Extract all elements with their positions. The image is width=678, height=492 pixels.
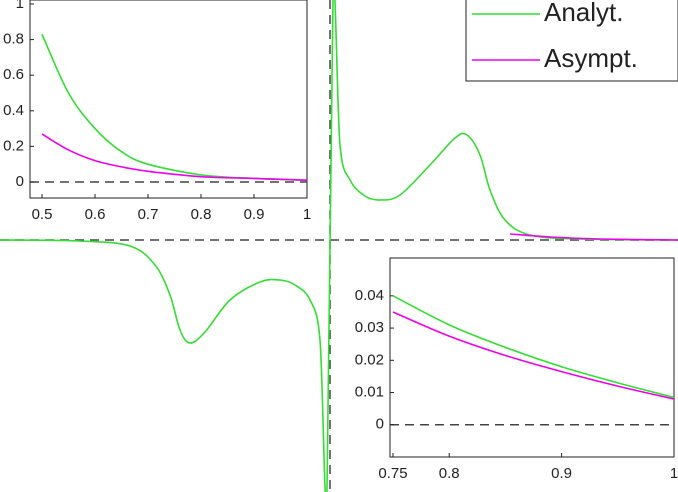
y-tick-label: 0 bbox=[376, 416, 384, 433]
y-tick-label: 1 bbox=[16, 0, 24, 12]
legend-label: Asympt. bbox=[544, 43, 638, 73]
y-tick-label: 0.4 bbox=[3, 102, 24, 119]
line-series bbox=[41, 133, 307, 182]
y-tick-label: 0.04 bbox=[355, 287, 384, 304]
x-tick-label: 0.75 bbox=[378, 465, 407, 482]
inset-frame bbox=[29, 0, 308, 199]
x-tick-label: 0.9 bbox=[551, 465, 572, 482]
x-tick-label: 1 bbox=[303, 206, 311, 223]
x-tick-label: 0.7 bbox=[138, 206, 159, 223]
x-tick-label: 0.8 bbox=[439, 465, 460, 482]
legend-label: Analyt. bbox=[544, 0, 624, 27]
y-tick-label: 0.2 bbox=[3, 137, 24, 154]
line-series bbox=[392, 311, 674, 400]
y-tick-label: 0.6 bbox=[3, 66, 24, 83]
y-tick-label: 0.8 bbox=[3, 31, 24, 48]
x-tick-label: 1 bbox=[670, 465, 678, 482]
y-tick-label: 0.03 bbox=[355, 319, 384, 336]
line-series bbox=[392, 295, 674, 399]
x-tick-label: 0.8 bbox=[191, 206, 212, 223]
line-series bbox=[509, 233, 678, 241]
x-tick-label: 0.9 bbox=[244, 206, 265, 223]
x-tick-label: 0.6 bbox=[85, 206, 106, 223]
y-tick-label: 0.02 bbox=[355, 351, 384, 368]
x-tick-label: 0.5 bbox=[32, 206, 53, 223]
y-tick-label: 0 bbox=[16, 173, 24, 190]
y-tick-label: 0.01 bbox=[355, 384, 384, 401]
